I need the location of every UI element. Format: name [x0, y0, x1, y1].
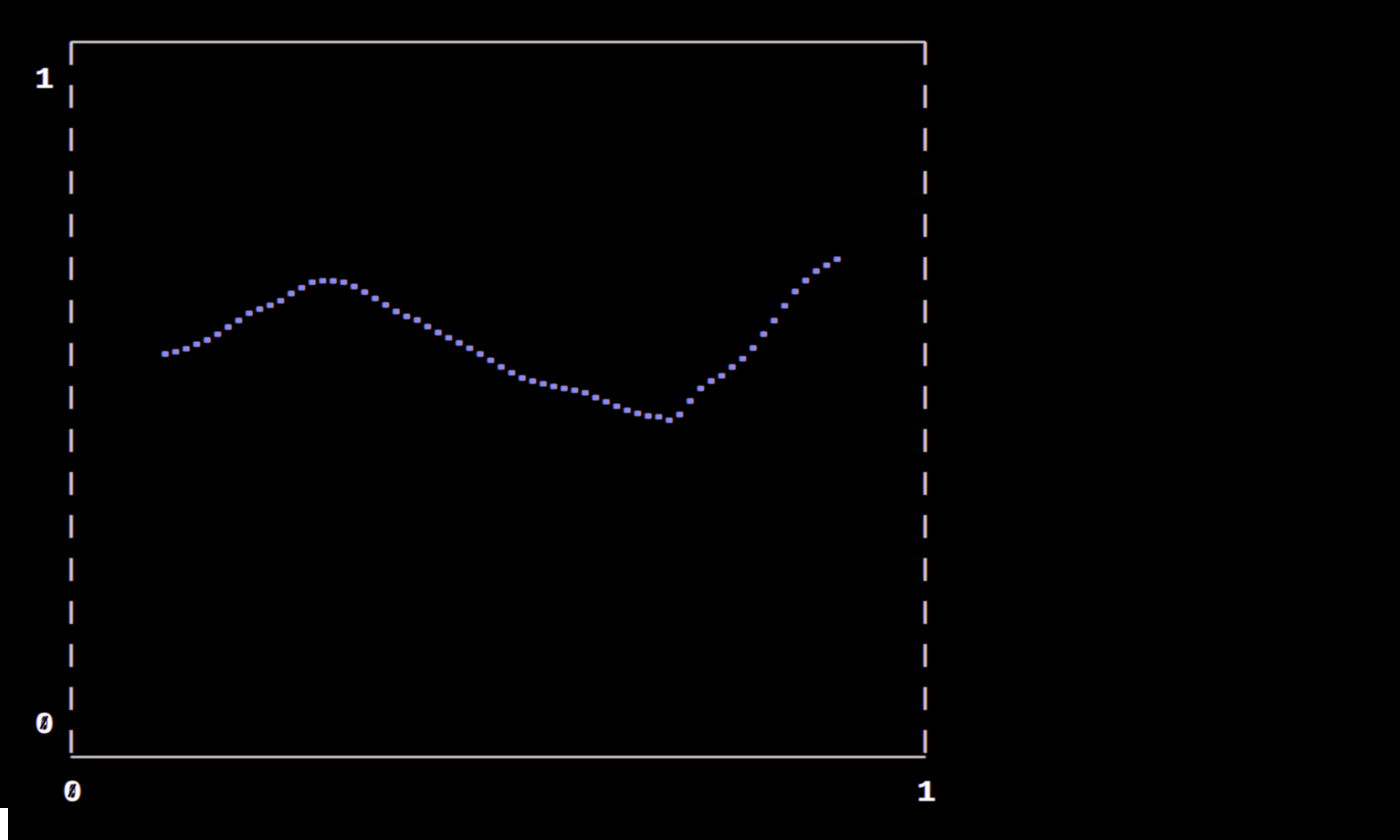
svg-text:0: 0: [63, 776, 82, 811]
svg-text:0: 0: [35, 708, 54, 743]
svg-text:1: 1: [35, 63, 54, 98]
svg-text:1: 1: [917, 776, 936, 811]
